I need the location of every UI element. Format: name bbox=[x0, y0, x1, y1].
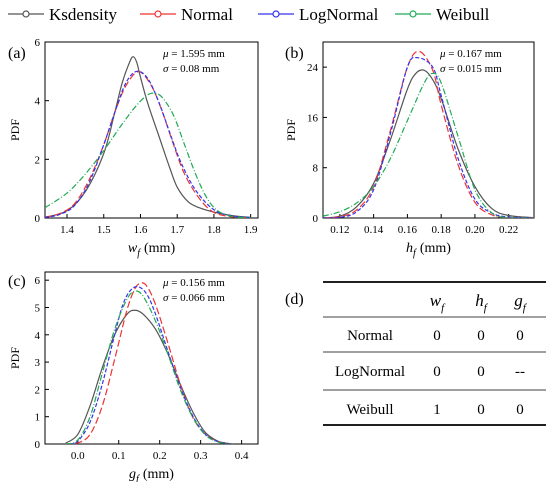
series-line-lognormal bbox=[69, 286, 230, 444]
y-tick-label: 16 bbox=[307, 112, 319, 124]
table-header-cell: wf bbox=[430, 291, 446, 314]
stat-annotation: μ = 0.156 mm bbox=[162, 277, 225, 289]
stat-annotation: μ = 1.595 mm bbox=[162, 48, 225, 60]
x-axis-label: gf (mm) bbox=[129, 467, 174, 482]
y-tick-label: 0 bbox=[35, 439, 41, 451]
series-line-weibull bbox=[323, 72, 534, 218]
x-tick-label: 0.14 bbox=[364, 224, 384, 236]
series-line-weibull bbox=[45, 92, 251, 218]
table-cell: 0 bbox=[433, 328, 441, 344]
x-tick-label: 0.22 bbox=[499, 224, 518, 236]
legend-marker-3 bbox=[409, 10, 417, 18]
table-cell: -- bbox=[515, 364, 525, 380]
y-tick-label: 4 bbox=[35, 330, 41, 342]
legend-marker-2 bbox=[272, 10, 280, 18]
stat-annotation: σ = 0.08 mm bbox=[163, 63, 220, 75]
x-tick-label: 0.0 bbox=[71, 450, 85, 462]
legend-label-2: LogNormal bbox=[299, 5, 379, 24]
stat-annotation: σ = 0.066 mm bbox=[163, 292, 225, 304]
x-tick-label: 1.7 bbox=[170, 224, 184, 236]
y-tick-label: 6 bbox=[35, 275, 41, 287]
x-axis-label: wf (mm) bbox=[128, 241, 176, 259]
series-line-normal bbox=[323, 50, 534, 218]
x-tick-label: 1.8 bbox=[207, 224, 221, 236]
y-tick-label: 0 bbox=[35, 213, 41, 225]
plot-frame bbox=[44, 41, 259, 219]
legend-label-0: Ksdensity bbox=[49, 5, 118, 24]
table-cell: 0 bbox=[477, 402, 485, 418]
x-tick-label: 0.16 bbox=[398, 224, 418, 236]
series-line-normal bbox=[45, 71, 251, 218]
table-cell: 0 bbox=[433, 364, 441, 380]
legend: Ksdensity Normal LogNormal Weibull bbox=[8, 5, 490, 24]
table-row-label: LogNormal bbox=[335, 364, 405, 380]
series-line-lognormal bbox=[323, 56, 534, 218]
table-row-label: Weibull bbox=[346, 402, 393, 418]
x-tick-label: 0.4 bbox=[235, 450, 249, 462]
y-tick-label: 2 bbox=[35, 384, 41, 396]
series-group bbox=[65, 282, 234, 444]
series-group bbox=[323, 50, 534, 218]
panel-label: (c) bbox=[8, 273, 26, 290]
y-tick-label: 24 bbox=[307, 62, 319, 74]
y-tick-label: 1 bbox=[35, 412, 41, 424]
panel-a: 1.4 1.5 1.6 1.7 1.8 1.9 0 2 4 6 (a) PDF wf (mm) μ = 1.… bbox=[8, 37, 259, 259]
panel-label: (a) bbox=[8, 45, 26, 62]
x-tick-label: 0.18 bbox=[432, 224, 452, 236]
table-header-cell: gf bbox=[514, 291, 528, 314]
panel-label: (d) bbox=[285, 291, 304, 308]
legend-label-1: Normal bbox=[181, 5, 233, 24]
x-tick-label: 0.20 bbox=[465, 224, 485, 236]
panel-c: 0.0 0.1 0.2 0.3 0.4 0 1 2 3 4 5 6 (c) PDF gf (mm) μ = 0.… bbox=[8, 271, 259, 482]
y-axis-label: PDF bbox=[8, 119, 22, 141]
stat-annotation: σ = 0.015 mm bbox=[440, 63, 502, 75]
y-tick-label: 4 bbox=[35, 96, 41, 108]
series-line-weibull bbox=[65, 290, 230, 444]
table-cell: 1 bbox=[433, 402, 441, 418]
y-axis-label: PDF bbox=[8, 347, 22, 369]
table-cell: 0 bbox=[477, 328, 485, 344]
table-cell: 0 bbox=[516, 328, 524, 344]
legend-marker-1 bbox=[154, 10, 162, 18]
table-cell: 0 bbox=[477, 364, 485, 380]
series-line-normal bbox=[65, 282, 230, 444]
x-tick-label: 1.6 bbox=[134, 224, 148, 236]
x-tick-label: 0.2 bbox=[153, 450, 167, 462]
panel-label: (b) bbox=[285, 45, 304, 62]
series-group bbox=[45, 56, 251, 218]
series-line-lognormal bbox=[45, 70, 251, 218]
x-tick-label: 0.1 bbox=[112, 450, 126, 462]
y-tick-label: 2 bbox=[35, 154, 41, 166]
legend-label-3: Weibull bbox=[436, 5, 490, 24]
series-line-ksdensity bbox=[45, 56, 251, 218]
y-axis-label: PDF bbox=[284, 119, 298, 141]
legend-marker-0 bbox=[22, 10, 30, 18]
series-line-ksdensity bbox=[65, 309, 234, 444]
x-tick-label: 0.3 bbox=[194, 450, 208, 462]
table-cell: 0 bbox=[516, 402, 524, 418]
x-tick-label: 1.5 bbox=[97, 224, 111, 236]
x-tick-label: 0.12 bbox=[330, 224, 349, 236]
x-axis-label: hf (mm) bbox=[406, 241, 451, 259]
y-tick-label: 6 bbox=[35, 37, 41, 49]
plot-frame bbox=[322, 41, 535, 219]
panel-b: 0.12 0.14 0.16 0.18 0.20 0.22 0 8 16 24(b) PDF hf (m… bbox=[284, 41, 535, 259]
plot-frame bbox=[44, 271, 259, 445]
y-tick-label: 8 bbox=[313, 163, 319, 175]
y-tick-label: 3 bbox=[35, 357, 41, 369]
series-line-ksdensity bbox=[323, 69, 534, 218]
x-tick-label: 1.4 bbox=[60, 224, 74, 236]
x-tick-label: 1.9 bbox=[244, 224, 258, 236]
table-row-label: Normal bbox=[347, 328, 393, 344]
panel-d: (d) wf hf gf Normal 0 0 0 LogNormal 0 0 -- Weibull 1 0… bbox=[285, 281, 546, 426]
y-tick-label: 0 bbox=[313, 213, 319, 225]
y-tick-label: 5 bbox=[35, 302, 41, 314]
table-header-cell: hf bbox=[475, 291, 489, 314]
stat-annotation: μ = 0.167 mm bbox=[439, 48, 502, 60]
